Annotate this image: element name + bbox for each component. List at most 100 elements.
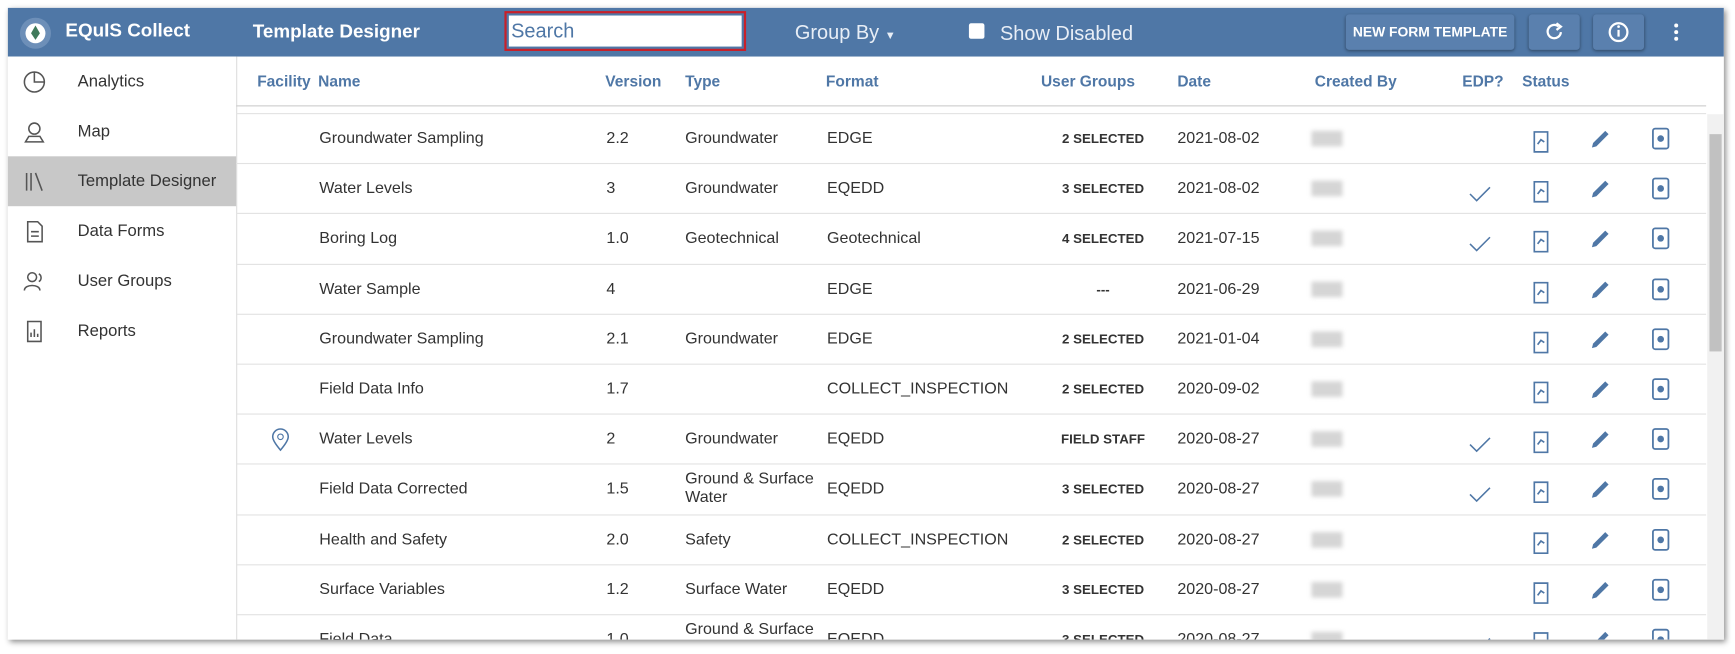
column-header[interactable]: Name <box>318 72 361 90</box>
view-button[interactable] <box>1647 426 1674 453</box>
created-by-redacted <box>1311 381 1343 397</box>
show-disabled-checkbox[interactable] <box>968 23 985 39</box>
status-icon-glyph <box>1533 431 1549 454</box>
edit-button[interactable] <box>1588 376 1615 403</box>
template-date: 2021-08-02 <box>1177 179 1260 198</box>
column-header[interactable]: Version <box>605 72 662 90</box>
nav-item[interactable]: Reports <box>8 306 236 356</box>
column-header[interactable]: Type <box>685 72 721 90</box>
status-icon[interactable] <box>1528 379 1555 406</box>
refresh-button[interactable] <box>1528 14 1580 50</box>
edit-button[interactable] <box>1588 225 1615 252</box>
column-header[interactable]: Facility <box>257 72 311 90</box>
table-row[interactable]: Groundwater Sampling 2.1 Groundwater EDGE 2 … <box>236 313 1707 365</box>
view-button[interactable] <box>1647 276 1674 303</box>
edit-button[interactable] <box>1588 426 1615 453</box>
nav-icon[interactable] <box>21 69 48 96</box>
nav-icon-glyph <box>24 122 45 143</box>
new-template-button[interactable]: NEW FORM TEMPLATE <box>1345 14 1515 50</box>
template-type: Groundwater <box>685 179 779 198</box>
column-header[interactable]: User Groups <box>1040 72 1135 90</box>
table-row[interactable]: Water Sample 4 EDGE --- 2021-06-29 <box>236 263 1707 314</box>
view-button[interactable] <box>1647 125 1674 152</box>
nav-item[interactable]: Data Forms <box>8 206 236 256</box>
view-button[interactable] <box>1647 526 1674 553</box>
status-icon[interactable] <box>1528 479 1555 506</box>
show-disabled-label: Show Disabled <box>999 22 1134 45</box>
nav-icon[interactable] <box>21 169 48 196</box>
table-row[interactable]: Water Levels 3 Groundwater EQEDD 3 SELECTED 2… <box>236 163 1707 214</box>
template-date: 2021-08-02 <box>1177 129 1260 148</box>
view-button[interactable] <box>1647 175 1674 202</box>
status-icon[interactable] <box>1528 580 1555 607</box>
scrollbar[interactable] <box>1707 114 1724 640</box>
status-icon[interactable] <box>1528 179 1555 206</box>
template-name: Surface Variables <box>319 580 445 599</box>
table-row[interactable]: Surface Variables 1.2 Surface Water EQEDD 3 … <box>236 564 1707 615</box>
template-date: 2021-06-29 <box>1177 280 1260 298</box>
table-row[interactable]: Health and Safety 2.0 Safety COLLECT_INSPEC… <box>236 513 1707 565</box>
edit-button[interactable] <box>1588 576 1615 603</box>
nav-icon-glyph <box>23 271 42 291</box>
nav-item[interactable]: Template Designer <box>7 156 237 207</box>
view-button-glyph <box>1652 428 1670 451</box>
template-version: 4 <box>606 280 616 298</box>
more-menu[interactable] <box>1665 21 1687 43</box>
edit-button[interactable] <box>1588 276 1615 303</box>
facility-icon[interactable] <box>267 427 294 454</box>
edit-button[interactable] <box>1588 175 1615 202</box>
search-box[interactable]: Search <box>508 15 742 47</box>
info-button[interactable] <box>1593 14 1645 50</box>
top-bar: EQuIS Collect Template Designer Search G… <box>7 7 1724 57</box>
nav-icon[interactable] <box>21 218 48 245</box>
status-icon[interactable] <box>1528 329 1555 356</box>
status-icon[interactable] <box>1528 279 1555 306</box>
nav-icon-glyph <box>23 71 46 93</box>
status-icon[interactable] <box>1528 129 1555 156</box>
column-header[interactable]: EDP? <box>1462 72 1504 90</box>
status-icon[interactable] <box>1528 630 1555 640</box>
edit-button[interactable] <box>1588 326 1615 353</box>
status-icon[interactable] <box>1528 229 1555 256</box>
edp-check-glyph <box>1469 237 1491 253</box>
nav-item[interactable]: Analytics <box>8 57 236 107</box>
template-format: Geotechnical <box>827 229 921 248</box>
view-button[interactable] <box>1647 326 1674 353</box>
group-by[interactable]: Group By ▼ <box>794 21 896 44</box>
table-row[interactable]: Groundwater Sampling 2.2 Groundwater EDGE 2 … <box>236 113 1707 164</box>
nav-label: Template Designer <box>77 171 217 191</box>
view-button[interactable] <box>1647 626 1674 640</box>
edp-check <box>1467 430 1494 457</box>
template-version: 1.2 <box>606 580 629 599</box>
status-icon[interactable] <box>1528 429 1555 456</box>
view-button[interactable] <box>1647 476 1674 503</box>
template-date: 2020-08-27 <box>1177 630 1260 640</box>
nav-item[interactable]: User Groups <box>8 256 236 306</box>
template-date: 2020-08-27 <box>1177 480 1260 499</box>
view-button[interactable] <box>1647 376 1674 403</box>
view-button-glyph <box>1652 227 1670 250</box>
column-header[interactable]: Status <box>1522 72 1570 90</box>
status-icon[interactable] <box>1528 529 1555 556</box>
nav-icon[interactable] <box>21 268 48 295</box>
edit-button[interactable] <box>1588 626 1615 640</box>
template-format: EQEDD <box>827 480 885 499</box>
table-row[interactable]: Water Levels 2 Groundwater EQEDD FIELD STAFF… <box>236 413 1707 465</box>
edit-button[interactable] <box>1588 476 1615 503</box>
table-row[interactable]: Field Data 1.0 Ground & Surface Water EQEDD… <box>236 614 1707 640</box>
nav-icon[interactable] <box>21 318 48 345</box>
nav-item[interactable]: Map <box>8 106 236 156</box>
view-button[interactable] <box>1647 576 1674 603</box>
edit-button[interactable] <box>1588 125 1615 152</box>
column-header[interactable]: Format <box>825 72 879 90</box>
search-highlight: Search <box>504 11 747 51</box>
table-row[interactable]: Field Data Info 1.7 COLLECT_INSPECTION 2 SE… <box>236 363 1707 415</box>
edit-button[interactable] <box>1588 526 1615 553</box>
nav-icon[interactable] <box>21 119 48 146</box>
table-row[interactable]: Boring Log 1.0 Geotechnical Geotechnical 4 S… <box>236 213 1707 264</box>
column-header[interactable]: Created By <box>1314 72 1397 90</box>
view-button[interactable] <box>1647 225 1674 252</box>
table-row[interactable]: Field Data Corrected 1.5 Ground & Surface … <box>236 463 1707 515</box>
scrollbar-thumb[interactable] <box>1709 134 1722 352</box>
column-header[interactable]: Date <box>1177 72 1211 90</box>
